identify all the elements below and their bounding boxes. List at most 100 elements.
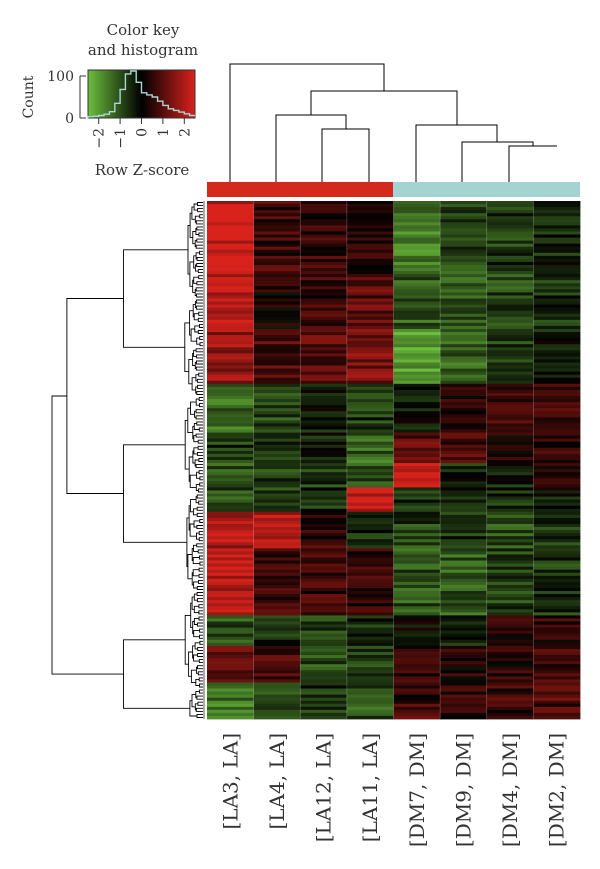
heatmap-cell — [486, 286, 534, 290]
heatmap-cell — [346, 697, 394, 702]
heatmap-cell — [207, 715, 255, 720]
heatmap-cell — [253, 545, 301, 549]
heatmap-cell — [300, 456, 348, 461]
heatmap-cell — [300, 539, 348, 543]
heatmap-cell — [486, 402, 534, 406]
heatmap-cell — [300, 533, 348, 537]
heatmap-cell — [486, 685, 534, 689]
heatmap-cell — [207, 557, 255, 561]
heatmap-cell — [207, 228, 255, 232]
heatmap-cell — [440, 268, 488, 272]
heatmap-cell — [393, 444, 441, 449]
heatmap-cell — [300, 207, 348, 211]
heatmap-cell — [486, 463, 534, 467]
heatmap-cell — [440, 472, 488, 476]
heatmap-cell — [253, 621, 301, 625]
heatmap-cell — [393, 228, 441, 232]
heatmap-cell — [346, 207, 394, 211]
heatmap-cell — [207, 499, 255, 504]
heatmap-cell — [253, 712, 301, 717]
heatmap-cell — [300, 426, 348, 430]
heatmap-cell — [393, 295, 441, 299]
heatmap-cell — [440, 645, 488, 650]
heatmap-cell — [486, 319, 534, 324]
heatmap-cell — [533, 700, 581, 705]
heatmap-cell — [486, 487, 534, 491]
heatmap-cell — [440, 697, 488, 702]
heatmap-cell — [207, 450, 255, 455]
heatmap-cell — [533, 496, 581, 501]
heatmap-cell — [486, 566, 534, 571]
heatmap-cell — [440, 365, 488, 369]
heatmap-cell — [486, 460, 534, 464]
heatmap-cell — [300, 572, 348, 577]
heatmap-cell — [393, 487, 441, 491]
heatmap-cell — [253, 365, 301, 369]
heatmap-cell — [253, 368, 301, 373]
heatmap-cell — [393, 264, 441, 269]
color-key-title-line2: and histogram — [87, 41, 199, 59]
heatmap-cell — [253, 359, 301, 363]
heatmap-cell — [207, 347, 255, 351]
heatmap-cell — [253, 304, 301, 309]
heatmap-cell — [253, 426, 301, 430]
heatmap-cell — [253, 664, 301, 668]
heatmap-cell — [253, 542, 301, 546]
heatmap-cell — [486, 264, 534, 269]
heatmap-cell — [486, 606, 534, 610]
heatmap-cell — [393, 307, 441, 312]
heatmap-cell — [533, 566, 581, 571]
heatmap-cell — [300, 316, 348, 321]
heatmap-cell — [253, 377, 301, 382]
heatmap-cell — [533, 396, 581, 400]
heatmap-cell — [486, 249, 534, 254]
heatmap-cell — [346, 566, 394, 571]
heatmap-cell — [533, 322, 581, 327]
heatmap-cell — [533, 414, 581, 418]
heatmap-cell — [440, 682, 488, 686]
heatmap-cell — [346, 332, 394, 336]
heatmap-cell — [300, 322, 348, 327]
heatmap-cell — [486, 511, 534, 516]
heatmap-cell — [346, 341, 394, 345]
heatmap-cell — [253, 450, 301, 455]
heatmap-cell — [300, 527, 348, 531]
heatmap-cell — [253, 490, 301, 494]
heatmap-cell — [300, 444, 348, 449]
heatmap-cell — [486, 542, 534, 546]
heatmap-cell — [393, 325, 441, 330]
heatmap-cell — [533, 709, 581, 714]
heatmap-cell — [253, 715, 301, 720]
column-label: [LA12, LA] — [312, 733, 336, 842]
heatmap-cell — [533, 264, 581, 269]
heatmap-cell — [346, 627, 394, 632]
heatmap-cell — [253, 533, 301, 537]
heatmap-cell — [393, 252, 441, 257]
row-dendrogram-branches — [51, 202, 203, 718]
heatmap-cell — [300, 636, 348, 641]
heatmap-cell — [486, 615, 534, 619]
heatmap-cell — [533, 225, 581, 229]
heatmap-cell — [346, 511, 394, 516]
heatmap-cell — [300, 301, 348, 305]
heatmap-cell — [253, 237, 301, 242]
heatmap-cell — [393, 450, 441, 455]
heatmap-cell — [346, 618, 394, 622]
heatmap-cell — [346, 551, 394, 555]
heatmap-cell — [300, 621, 348, 625]
heatmap-cell — [533, 201, 581, 205]
heatmap-cell — [533, 691, 581, 696]
heatmap-cell — [253, 341, 301, 345]
heatmap-cell — [393, 621, 441, 625]
heatmap-cell — [393, 353, 441, 357]
heatmap-cell — [533, 207, 581, 211]
heatmap-cell — [486, 362, 534, 366]
heatmap-cell — [440, 533, 488, 537]
heatmap-cell — [300, 508, 348, 513]
heatmap-cell — [486, 368, 534, 373]
heatmap-cell — [346, 234, 394, 238]
heatmap-cell — [486, 633, 534, 638]
heatmap-cell — [533, 569, 581, 574]
heatmap-cell — [300, 377, 348, 382]
